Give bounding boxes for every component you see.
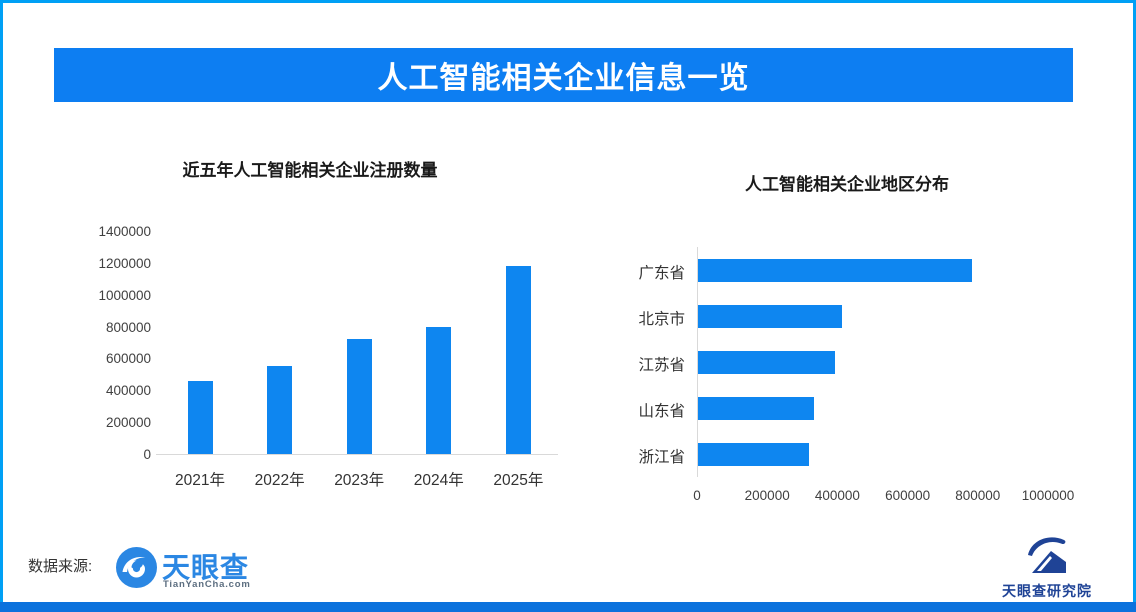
x-axis-tick-label: 0 (693, 488, 701, 503)
page-title-banner: 人工智能相关企业信息一览 (54, 48, 1073, 102)
y-axis-tick-label: 800000 (105, 319, 151, 335)
tianyancha-institute-text: 天眼查研究院 (1002, 583, 1092, 599)
registrations-chart-title: 近五年人工智能相关企业注册数量 (182, 161, 438, 180)
y-axis-line (697, 247, 698, 477)
tianyancha-logo-text: 天眼查 (162, 552, 250, 583)
bar (187, 380, 213, 454)
tianyancha-logo-icon (116, 547, 157, 588)
x-axis-tick-label: 400000 (814, 488, 860, 503)
bar (505, 266, 531, 454)
bar (698, 259, 972, 282)
x-axis-category-label: 2021年 (175, 472, 225, 489)
tianyancha-institute-icon (1024, 533, 1070, 575)
bar (698, 305, 842, 328)
y-axis-category-label: 山东省 (638, 403, 685, 420)
x-axis-category-label: 2022年 (254, 472, 305, 489)
bar (698, 397, 814, 420)
regions-chart-title: 人工智能相关企业地区分布 (745, 175, 949, 194)
x-axis-tick-label: 200000 (744, 488, 790, 503)
x-axis-category-label: 2023年 (334, 472, 385, 489)
footer-accent-bar (0, 602, 1136, 612)
data-source-label: 数据来源: (28, 558, 93, 575)
y-axis-category-label: 浙江省 (638, 449, 685, 466)
bar (698, 443, 809, 466)
tianyancha-logo: 天眼查 TianYanCha.com (116, 546, 250, 594)
y-axis-category-label: 江苏省 (638, 357, 685, 374)
y-axis-category-label: 广东省 (638, 265, 685, 282)
x-axis-category-label: 2025年 (493, 472, 544, 489)
registrations-chart-plot: 0 200000 400000 600000 800000 1000000 1200000 1… (98, 224, 558, 489)
y-axis-tick-label: 1400000 (98, 224, 151, 239)
page-title: 人工智能相关企业信息一览 (377, 62, 750, 95)
regions-chart-plot: 广东省北京市江苏省山东省浙江省 0 200000 400000 600000 800000… (638, 247, 1074, 503)
bar (346, 338, 372, 454)
x-axis-category-label: 2024年 (413, 472, 464, 489)
y-axis-tick-label: 200000 (105, 415, 151, 431)
y-axis-tick-label: 400000 (105, 383, 151, 399)
y-axis-category-label: 北京市 (638, 311, 685, 328)
y-axis-tick-label: 0 (143, 447, 151, 462)
y-axis-tick-label: 1200000 (98, 255, 151, 271)
y-axis-tick-label: 1000000 (98, 287, 151, 303)
bar (267, 366, 293, 454)
bar (698, 351, 835, 374)
x-axis-tick-label: 600000 (885, 488, 931, 503)
x-axis-tick-label: 800000 (955, 488, 1001, 503)
x-axis-tick-label: 1000000 (1021, 488, 1075, 503)
y-axis-tick-label: 600000 (105, 351, 151, 367)
tianyancha-domain-text: TianYanCha.com (163, 579, 251, 590)
x-axis-line (156, 454, 558, 455)
tianyancha-institute-logo: 天眼查研究院 (985, 533, 1109, 599)
bar (426, 327, 452, 454)
